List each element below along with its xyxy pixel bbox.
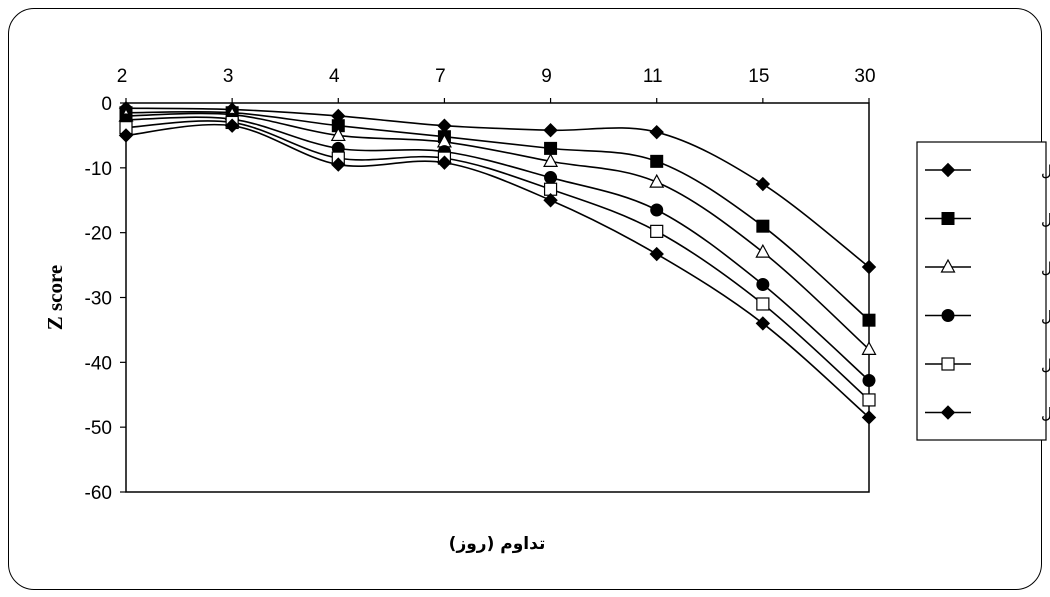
data-point: [861, 341, 877, 355]
legend-marker: [940, 258, 956, 273]
data-point: [756, 297, 770, 311]
legend-marker: [941, 357, 955, 371]
legend-marker: [940, 405, 956, 420]
legend-label: ۲ سال: [1041, 162, 1050, 180]
x-tick-label: 11: [643, 66, 663, 87]
legend: ۲ سال ۵ سال ۱۰ سال ۲۵ سال ۵۰ سال ۱۰۰ سال: [916, 141, 1050, 441]
legend-label: ۱۰ سال: [1041, 259, 1050, 277]
y-tick-label: -20: [85, 224, 112, 245]
y-tick-label: -10: [85, 159, 112, 180]
x-tick-label: 4: [329, 66, 340, 87]
data-point: [543, 123, 558, 138]
data-point: [862, 313, 876, 327]
data-point: [118, 128, 134, 143]
series-2: [119, 106, 876, 327]
data-point: [544, 141, 558, 155]
y-tick-label: -30: [85, 289, 112, 310]
y-tick-label: -50: [85, 418, 112, 439]
series-6: [118, 118, 877, 425]
x-tick-label: 30: [854, 66, 875, 87]
x-tick-label: 9: [541, 66, 552, 87]
axes: 0 -10 -20 -30 -40 -50 -60 2 3 4 7 9 11 15 30: [85, 66, 876, 504]
axis-labels: Z score تداوم (روز): [43, 265, 545, 554]
y-tick-label: -40: [85, 353, 112, 374]
data-point: [862, 373, 876, 387]
data-point: [649, 246, 664, 262]
data-point: [650, 154, 664, 168]
x-tick-label: 3: [223, 66, 234, 87]
series-5: [119, 115, 876, 407]
y-axis-label: Z score: [43, 265, 67, 331]
legend-label: ۵۰ سال: [1041, 356, 1050, 374]
data-point: [543, 153, 559, 167]
series-line: [125, 110, 870, 321]
data-point: [649, 173, 665, 188]
data-point: [650, 224, 664, 238]
legend-marker: [940, 162, 956, 178]
x-tick-label: 15: [748, 66, 769, 87]
data-point: [437, 155, 452, 170]
series-4: [119, 112, 876, 387]
data-point: [224, 118, 240, 133]
data-point: [861, 259, 877, 275]
data-point: [649, 124, 664, 140]
series-line: [125, 107, 870, 268]
data-point: [755, 243, 771, 258]
data-point: [862, 393, 876, 407]
data-point: [755, 176, 771, 192]
y-tick-label: 0: [101, 94, 112, 115]
data-point: [331, 157, 346, 172]
series-line: [125, 123, 870, 419]
data-point: [650, 203, 664, 217]
x-tick-label: 7: [435, 66, 446, 87]
legend-box: [916, 141, 1047, 441]
legend-label: ۱۰۰ سال: [1041, 405, 1050, 423]
legend-label: ۲۵ سال: [1041, 308, 1050, 326]
x-tick-label: 2: [117, 66, 128, 87]
data-point: [543, 193, 558, 208]
data-point: [330, 127, 346, 142]
legend-label: ۵ سال: [1041, 211, 1050, 229]
legend-marker: [941, 212, 955, 225]
x-axis-label: تداوم (روز): [449, 534, 546, 554]
data-point: [756, 219, 770, 233]
series-group: [118, 100, 877, 425]
y-tick-label: -60: [85, 483, 112, 504]
data-point: [861, 410, 877, 425]
data-point: [755, 316, 771, 331]
data-point: [756, 278, 770, 292]
legend-marker: [941, 309, 955, 322]
data-point: [544, 171, 558, 185]
